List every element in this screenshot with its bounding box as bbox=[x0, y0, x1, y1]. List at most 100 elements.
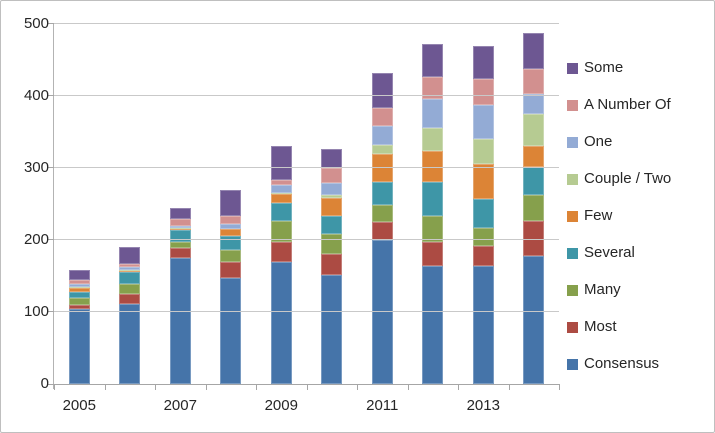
bar-segment-one-2010 bbox=[321, 183, 343, 195]
x-axis-tick bbox=[559, 384, 560, 390]
legend-label: Most bbox=[584, 318, 617, 335]
bar-segment-most-2011 bbox=[371, 222, 393, 240]
bar-segment-some-2012 bbox=[422, 44, 444, 77]
bar-segment-one-2005 bbox=[68, 283, 90, 287]
bar-slot-2010 bbox=[307, 24, 358, 384]
bar-segment-few-2013 bbox=[472, 163, 494, 199]
bar-segment-most-2007 bbox=[169, 247, 191, 258]
bar-segment-a-number-of-2005 bbox=[68, 279, 90, 284]
y-axis-tick bbox=[48, 167, 54, 168]
bar-segment-couple-two-2013 bbox=[472, 138, 494, 164]
bar-segment-consensus-2005 bbox=[68, 309, 90, 384]
y-axis-line bbox=[53, 24, 54, 389]
stacked-bar-2014 bbox=[523, 32, 545, 384]
y-axis-label-100: 100 bbox=[23, 303, 49, 320]
bar-segment-a-number-of-2010 bbox=[321, 168, 343, 184]
bar-segment-one-2013 bbox=[472, 105, 494, 139]
bar-segment-couple-two-2008 bbox=[220, 228, 242, 230]
bar-segment-some-2006 bbox=[119, 247, 141, 264]
bar-segment-many-2005 bbox=[68, 297, 90, 305]
bar-segment-a-number-of-2014 bbox=[523, 68, 545, 94]
legend-label: Couple / Two bbox=[584, 170, 672, 187]
bar-segment-a-number-of-2006 bbox=[119, 263, 141, 267]
bar-segment-many-2008 bbox=[220, 250, 242, 262]
stacked-bar-2007 bbox=[169, 208, 191, 384]
bar-segment-few-2011 bbox=[371, 154, 393, 182]
legend-label: Few bbox=[584, 207, 613, 224]
legend-swatch-icon bbox=[567, 358, 578, 370]
bar-segment-some-2010 bbox=[321, 148, 343, 169]
bar-segment-some-2008 bbox=[220, 189, 242, 216]
x-axis-tick bbox=[508, 384, 510, 390]
bar-segment-several-2011 bbox=[371, 181, 393, 205]
legend-item-one: One bbox=[567, 132, 712, 152]
legend-item-a-number-of: A Number Of bbox=[567, 95, 712, 115]
bar-slot-2006 bbox=[105, 24, 156, 384]
bar-segment-few-2014 bbox=[523, 146, 545, 167]
bar-segment-consensus-2008 bbox=[220, 278, 242, 384]
bar-segment-many-2014 bbox=[523, 195, 545, 222]
stacked-bar-2012 bbox=[422, 44, 444, 384]
gridline-y-100 bbox=[54, 311, 559, 312]
x-axis-tick bbox=[205, 384, 207, 390]
x-axis-tick bbox=[458, 384, 459, 390]
bar-segment-few-2010 bbox=[321, 198, 343, 217]
y-axis-label-0: 0 bbox=[40, 375, 49, 392]
legend-swatch-icon bbox=[567, 99, 578, 111]
bar-segment-one-2014 bbox=[523, 93, 545, 115]
legend-label: Consensus bbox=[584, 355, 660, 372]
bar-segment-couple-two-2011 bbox=[371, 144, 393, 155]
bar-segment-some-2009 bbox=[270, 146, 292, 180]
bar-segment-a-number-of-2009 bbox=[270, 179, 292, 186]
x-axis-label-2007: 2007 bbox=[163, 397, 197, 414]
bar-segment-one-2008 bbox=[220, 224, 242, 229]
bar-segment-a-number-of-2007 bbox=[169, 219, 191, 227]
stacked-bar-2009 bbox=[270, 146, 292, 384]
bar-segment-couple-two-2014 bbox=[523, 114, 545, 147]
bar-segment-consensus-2010 bbox=[321, 274, 343, 384]
bar-segment-some-2007 bbox=[169, 208, 191, 220]
bar-segment-couple-two-2007 bbox=[169, 227, 191, 229]
bar-segment-most-2008 bbox=[220, 261, 242, 279]
bar-segment-couple-two-2009 bbox=[270, 193, 292, 194]
stacked-bar-2013 bbox=[472, 45, 494, 384]
y-axis-label-300: 300 bbox=[23, 159, 49, 176]
stacked-bar-2005 bbox=[68, 270, 90, 384]
bar-segment-many-2012 bbox=[422, 215, 444, 243]
gridline-y-200 bbox=[54, 239, 559, 240]
bar-slot-2008 bbox=[206, 24, 257, 384]
bar-segment-most-2006 bbox=[119, 294, 141, 305]
x-axis-tick bbox=[306, 384, 308, 390]
bar-segment-couple-two-2012 bbox=[422, 128, 444, 152]
bar-segment-several-2008 bbox=[220, 235, 242, 251]
bar-slot-2014 bbox=[509, 24, 560, 384]
bar-segment-most-2005 bbox=[68, 304, 90, 310]
bar-segment-couple-two-2010 bbox=[321, 194, 343, 199]
bar-slot-2009 bbox=[256, 24, 307, 384]
bar-segment-one-2009 bbox=[270, 185, 292, 194]
bar-slot-2005 bbox=[54, 24, 105, 384]
legend-swatch-icon bbox=[567, 321, 578, 333]
x-axis-tick bbox=[54, 384, 55, 390]
bar-segment-consensus-2014 bbox=[523, 255, 545, 384]
bar-segment-few-2012 bbox=[422, 151, 444, 183]
bar-segment-consensus-2012 bbox=[422, 265, 444, 384]
gridline-y-400 bbox=[54, 95, 559, 96]
bar-segment-several-2013 bbox=[472, 198, 494, 228]
bar-slot-2007 bbox=[155, 24, 206, 384]
legend-swatch-icon bbox=[567, 62, 578, 74]
legend-label: Some bbox=[584, 59, 624, 76]
bar-segment-one-2007 bbox=[169, 226, 191, 228]
bar-segment-consensus-2006 bbox=[119, 304, 141, 384]
bar-segment-consensus-2007 bbox=[169, 258, 191, 384]
bar-segment-several-2010 bbox=[321, 216, 343, 235]
bar-segment-several-2009 bbox=[270, 203, 292, 222]
bar-slot-2011 bbox=[357, 24, 408, 384]
bar-segment-a-number-of-2012 bbox=[422, 76, 444, 99]
x-axis-tick bbox=[155, 384, 156, 390]
x-axis-tick bbox=[104, 384, 106, 390]
legend-swatch-icon bbox=[567, 173, 578, 185]
legend-label: One bbox=[584, 133, 613, 150]
bar-segment-consensus-2009 bbox=[270, 262, 292, 384]
